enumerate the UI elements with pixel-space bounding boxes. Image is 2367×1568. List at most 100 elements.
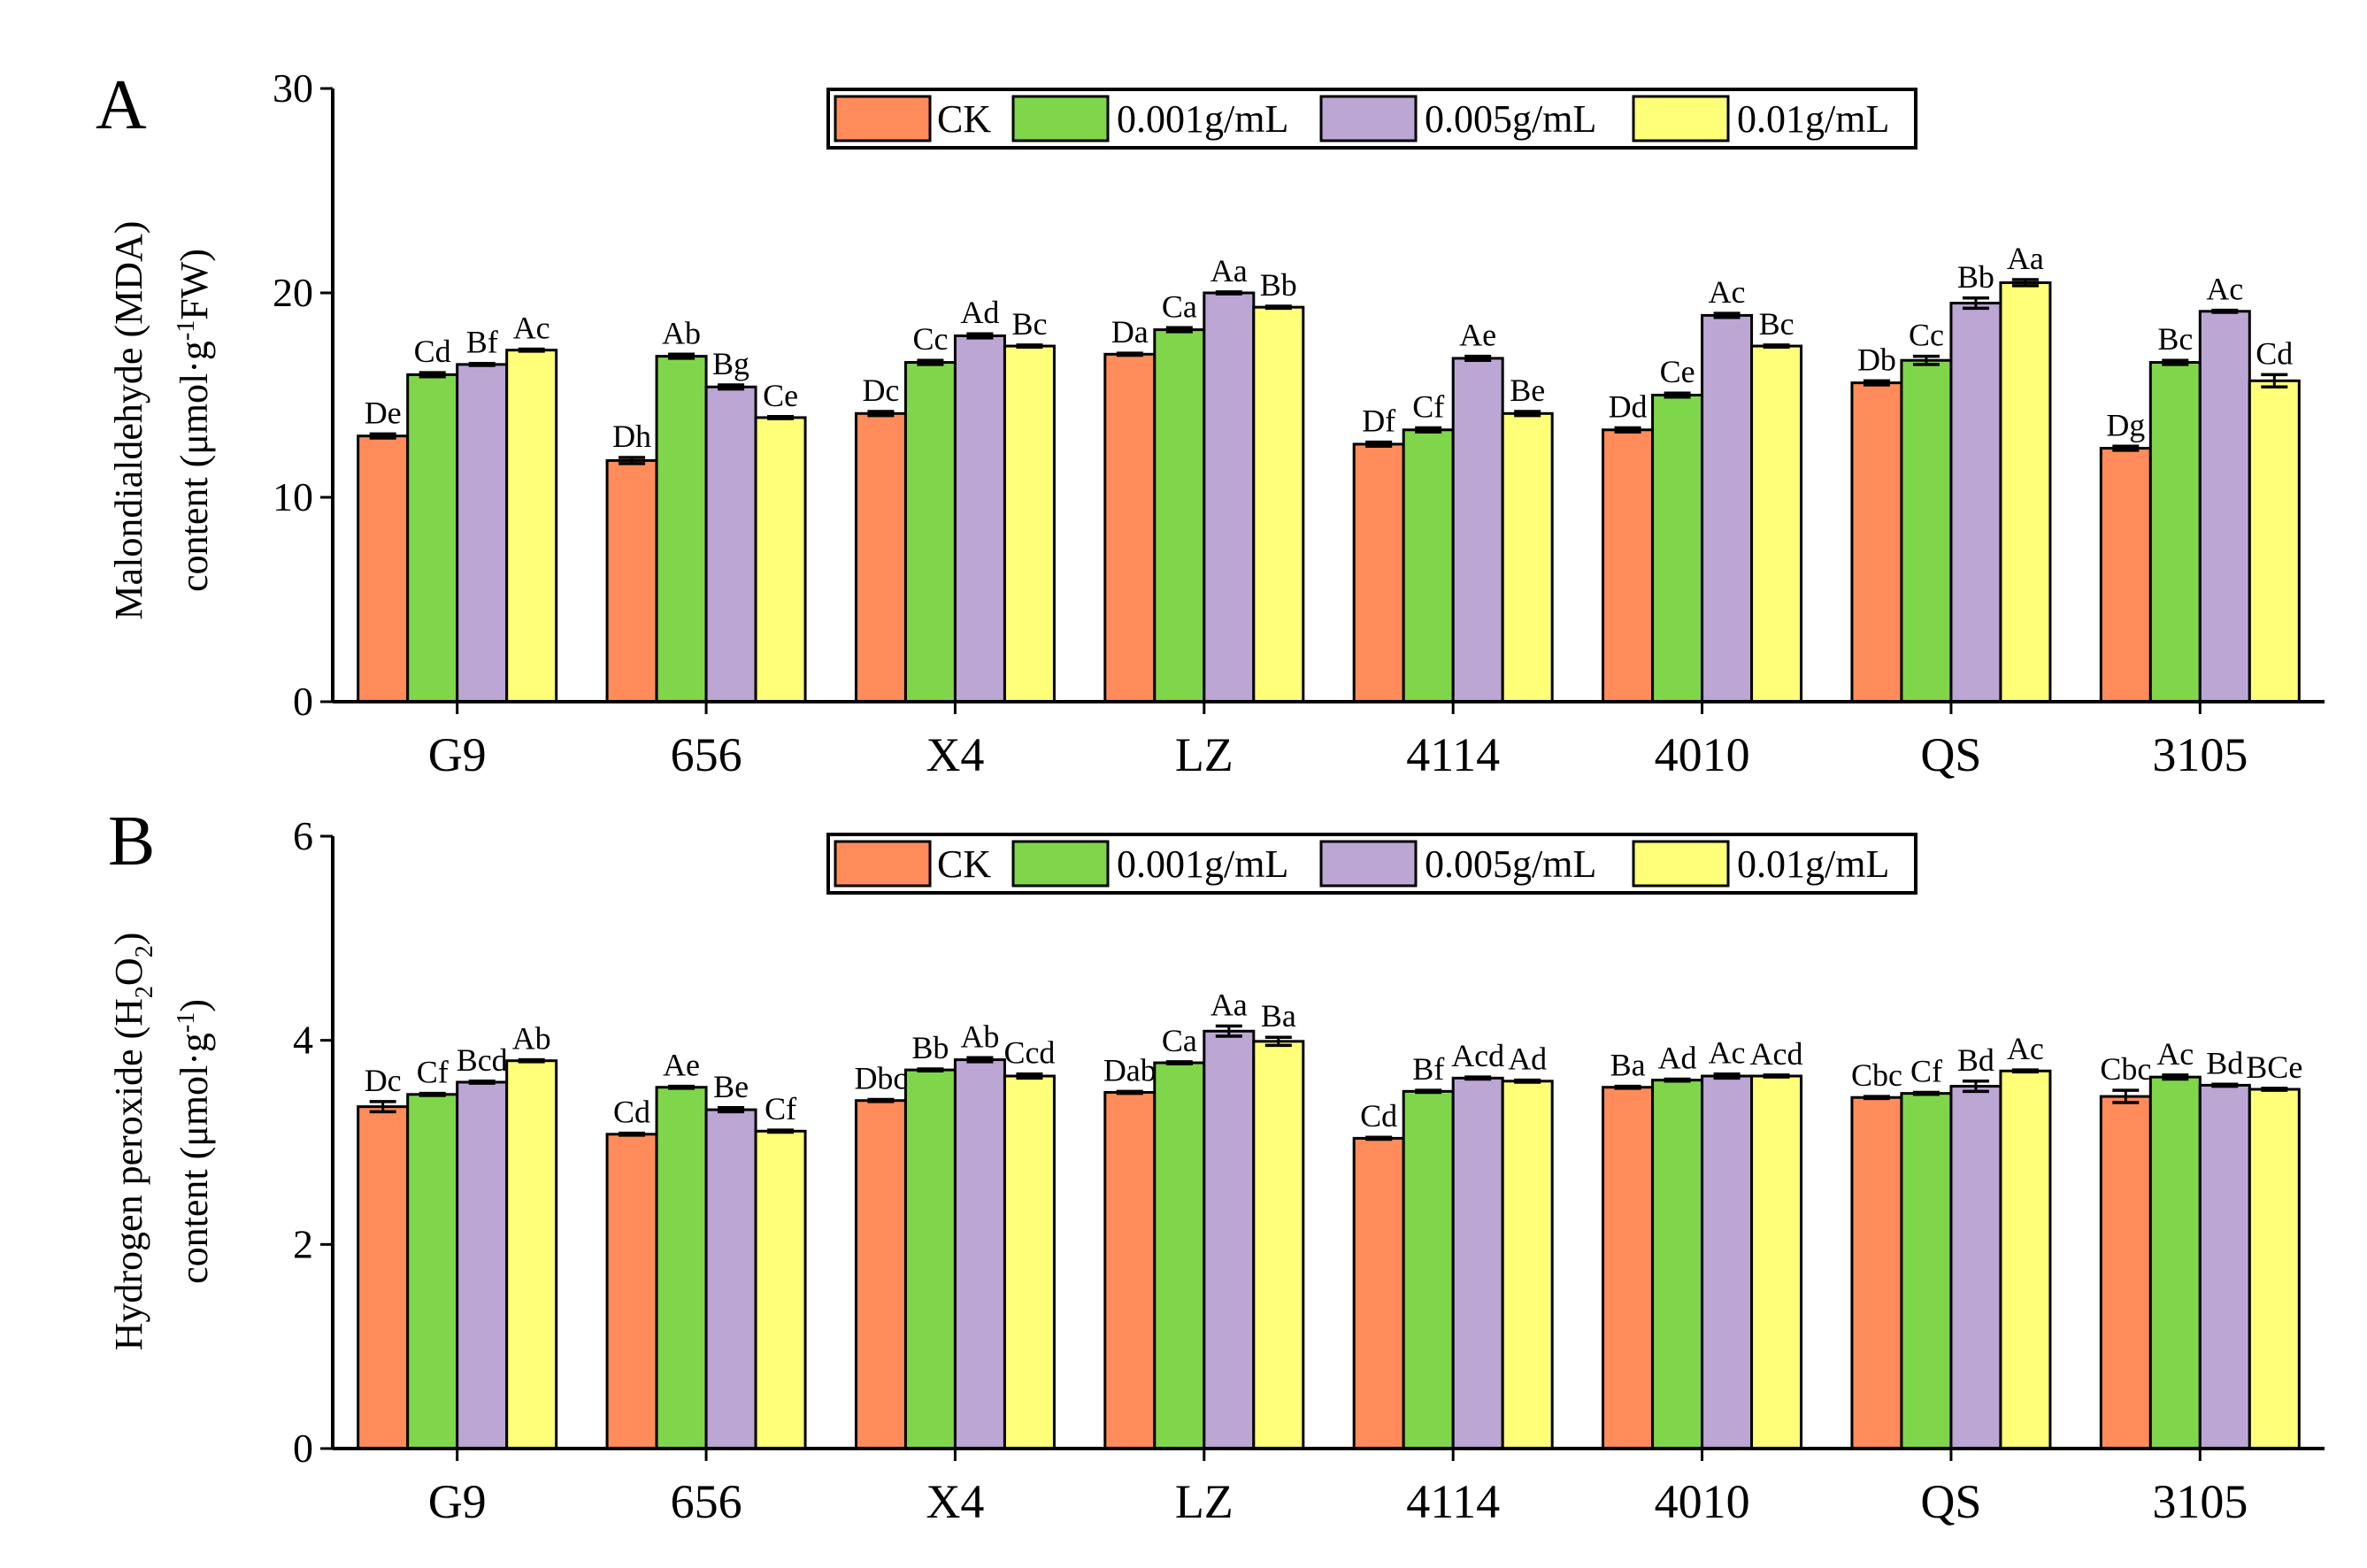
bar — [2148, 1075, 2202, 1450]
data-label: Cf — [765, 1091, 796, 1126]
data-label: Aa — [2007, 241, 2044, 276]
data-label: Ad — [1658, 1040, 1697, 1075]
legend-label-0001: 0.001g/mL — [1117, 842, 1288, 886]
bar — [2148, 361, 2202, 703]
bar — [1701, 1074, 1754, 1450]
legend-swatch-0001 — [1011, 840, 1110, 888]
data-label: Ac — [2156, 1036, 2194, 1072]
bar — [1203, 1029, 1256, 1450]
bar — [1103, 1090, 1157, 1450]
legend-label-0005: 0.005g/mL — [1425, 97, 1596, 141]
data-label: Cd — [1360, 1098, 1397, 1134]
data-label: Ce — [763, 378, 798, 413]
legend-label-0001: 0.001g/mL — [1117, 97, 1288, 141]
bar — [754, 1129, 807, 1450]
bar — [406, 373, 459, 703]
data-label: Ab — [960, 1018, 999, 1054]
panel-b-ylabel: Hydrogen peroxide (H2O2) content (μmol·g… — [107, 933, 216, 1351]
panel-a-ylabel-line2: content (μmol·g-1FW) — [173, 249, 216, 592]
bar — [1451, 357, 1504, 703]
legend-item-0001: 0.001g/mL — [1011, 840, 1288, 888]
bar — [605, 1133, 658, 1450]
y-tick-label: 20 — [273, 270, 313, 315]
bar — [406, 1093, 459, 1450]
panel-b-ylabel-line1: Hydrogen peroxide (H2O2) — [107, 933, 158, 1351]
data-label: Df — [1362, 404, 1395, 439]
data-label: Cc — [1909, 318, 1944, 353]
data-label: Bb — [1260, 267, 1297, 303]
legend-item-0005: 0.005g/mL — [1319, 95, 1596, 142]
data-label: Ac — [1709, 274, 1746, 310]
y-tick-label: 6 — [293, 813, 313, 858]
data-label: Cd — [2256, 335, 2293, 371]
data-label: Ce — [1660, 354, 1695, 389]
legend-label-001: 0.01g/mL — [1737, 842, 1889, 886]
data-label: Cd — [613, 1095, 650, 1130]
legend-label-ck: CK — [937, 97, 991, 141]
bar — [2198, 310, 2251, 703]
data-label: Ad — [960, 295, 999, 330]
bar — [1252, 1040, 1305, 1450]
panel-b-label: B — [108, 803, 155, 880]
data-label: Db — [1857, 342, 1896, 377]
bar — [1602, 1086, 1655, 1450]
data-label: Ac — [2007, 1031, 2044, 1066]
bar — [1252, 305, 1305, 703]
panel-a-ylabel-line1: Malondialdehyde (MDA) — [107, 221, 150, 620]
x-tick-label: QS — [1920, 1475, 1981, 1528]
x-tick-label: 4114 — [1406, 1475, 1500, 1528]
bar — [1501, 411, 1554, 703]
x-tick-label: X4 — [926, 728, 984, 781]
x-tick-label: 656 — [671, 728, 742, 781]
legend-label-0005: 0.005g/mL — [1425, 842, 1596, 886]
legend-swatch-001 — [1632, 840, 1730, 888]
y-tick-label: 30 — [273, 65, 313, 111]
bar — [1900, 358, 1953, 703]
bar — [1402, 1089, 1455, 1450]
y-tick-label: 4 — [293, 1018, 313, 1063]
bar — [1999, 1069, 2052, 1450]
x-tick-label: 4114 — [1406, 728, 1500, 781]
panel-a-label: A — [96, 66, 147, 144]
data-label: Ab — [662, 315, 701, 350]
bar — [1103, 352, 1157, 703]
bar — [1153, 328, 1206, 703]
data-label: Ba — [1261, 998, 1296, 1034]
bar — [2198, 1083, 2251, 1450]
legend-item-0005: 0.005g/mL — [1319, 840, 1596, 888]
bar — [655, 1086, 708, 1450]
data-label: Bf — [1412, 1051, 1444, 1087]
data-label: Cbc — [1851, 1057, 1902, 1093]
data-label: Bd — [2206, 1045, 2243, 1080]
legend-item-001: 0.01g/mL — [1632, 95, 1889, 142]
bar — [2248, 1088, 2301, 1450]
data-label: Dg — [2106, 407, 2145, 442]
bar — [1651, 394, 1704, 703]
data-label: Bf — [466, 325, 498, 360]
bar — [1701, 313, 1754, 703]
panel-b: B Hydrogen peroxide (H2O2) content (μmol… — [107, 803, 2325, 1528]
bar — [357, 434, 410, 703]
bar — [704, 1108, 757, 1450]
y-tick-label: 0 — [293, 679, 313, 724]
bar — [953, 1058, 1006, 1450]
legend-swatch-0005 — [1319, 95, 1418, 142]
bar — [1003, 344, 1056, 703]
bar — [903, 1068, 957, 1450]
bar — [704, 385, 757, 703]
bar — [1850, 1095, 1903, 1450]
data-label: Ae — [663, 1048, 700, 1083]
data-label: Bcd — [457, 1042, 508, 1078]
legend-swatch-001 — [1632, 95, 1730, 142]
x-tick-label: 3105 — [2152, 1475, 2248, 1528]
bar — [1750, 344, 1803, 703]
x-tick-label: 3105 — [2152, 728, 2248, 781]
data-label: Ac — [2206, 272, 2243, 307]
x-tick-label: G9 — [428, 728, 487, 781]
x-tick-label: X4 — [926, 1475, 984, 1528]
bar — [1949, 302, 2002, 703]
bar — [2099, 447, 2152, 703]
data-label: Dh — [612, 419, 651, 454]
bar — [505, 349, 558, 703]
bar — [1203, 291, 1256, 703]
